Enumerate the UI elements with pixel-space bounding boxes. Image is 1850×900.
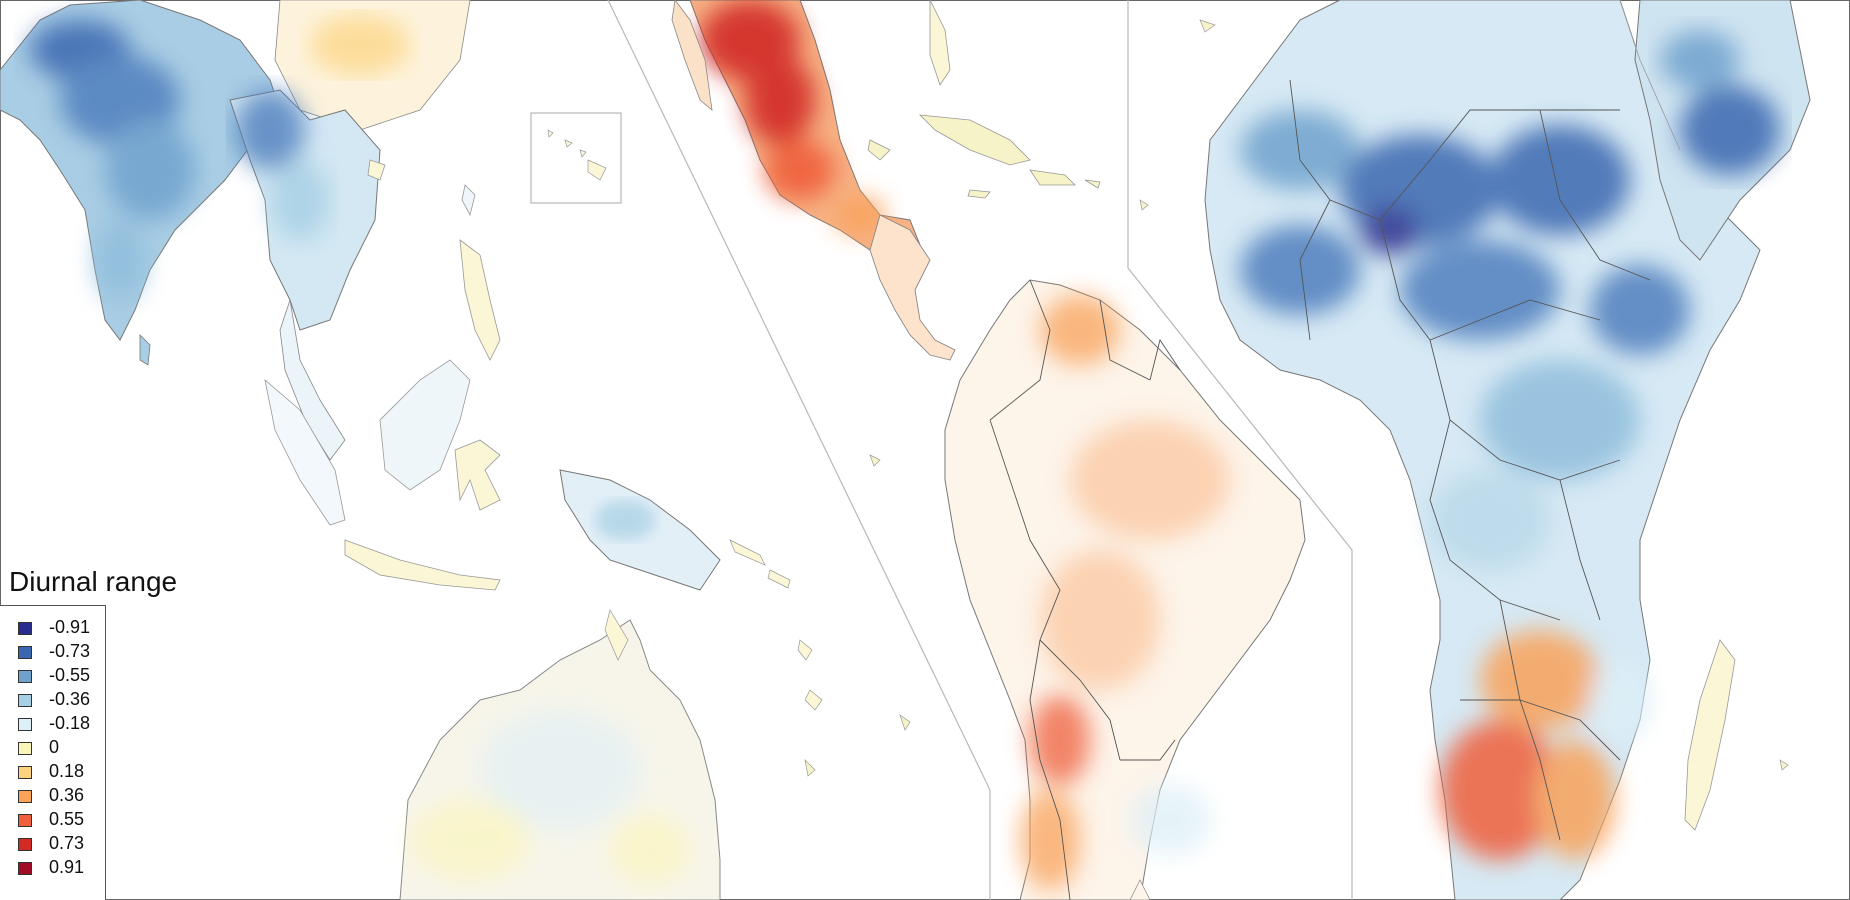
legend-label: 0.36 (49, 785, 85, 805)
legend-item: 0.55 (0, 808, 105, 832)
legend-swatch (18, 838, 32, 851)
legend: -0.91 -0.73 -0.55 -0.36 -0.18 0 0.18 0.3… (0, 605, 106, 900)
hawaii-islands (547, 129, 607, 181)
panel-asia-oceania (0, 0, 823, 900)
arabia-landmass (1634, 0, 1811, 261)
borneo (379, 359, 471, 491)
philippines (459, 239, 501, 361)
africa-borders (1289, 79, 1651, 841)
taiwan (461, 184, 476, 217)
legend-swatch (18, 646, 32, 659)
red-sea-separator (1619, 0, 1681, 151)
legend-item: 0.18 (0, 760, 105, 784)
panel-dividers (607, 0, 1353, 900)
legend-item: -0.73 (0, 640, 105, 664)
legend-item: -0.91 (0, 616, 105, 640)
legend-swatch (18, 862, 32, 875)
legend-swatch (18, 694, 32, 707)
panel-americas (671, 0, 1306, 900)
legend-label: -0.91 (49, 617, 91, 637)
legend-label: 0 (49, 737, 60, 757)
java (344, 539, 501, 591)
legend-label: -0.36 (49, 689, 91, 709)
panel-africa (1139, 0, 1811, 900)
hawaii-inset-frame (530, 112, 622, 204)
south-america-borders (989, 279, 1181, 900)
indochina-landmass (229, 89, 381, 461)
florida (929, 0, 951, 86)
legend-swatch (18, 814, 32, 827)
legend-item: -0.55 (0, 664, 105, 688)
africa-small-islands (1139, 19, 1789, 771)
australia (399, 609, 721, 900)
caribbean-islands (867, 114, 1101, 199)
legend-swatch (18, 790, 32, 803)
legend-item: 0.91 (0, 856, 105, 880)
legend-swatch (18, 718, 32, 731)
sumatra (264, 378, 346, 526)
legend-label: -0.18 (49, 713, 91, 733)
south-america-landmass (944, 279, 1306, 900)
legend-swatch (18, 670, 32, 683)
legend-item: 0 (0, 736, 105, 760)
central-america (869, 214, 956, 361)
mexico-landmass (671, 0, 921, 261)
madagascar (1684, 639, 1736, 831)
legend-label: -0.73 (49, 641, 91, 661)
legend-label: 0.55 (49, 809, 85, 829)
small-islands-americas (804, 454, 911, 777)
legend-item: 0.36 (0, 784, 105, 808)
solomon-islands (729, 539, 823, 711)
hainan (367, 159, 386, 181)
legend-item: -0.18 (0, 712, 105, 736)
africa-landmass (1204, 0, 1761, 900)
legend-item: 0.73 (0, 832, 105, 856)
india-landmass (0, 0, 281, 366)
legend-swatch (18, 766, 32, 779)
legend-label: 0.18 (49, 761, 85, 781)
legend-swatch (18, 742, 32, 755)
legend-label: 0.73 (49, 833, 85, 853)
legend-item: -0.36 (0, 688, 105, 712)
legend-title: Diurnal range (9, 566, 178, 597)
new-guinea (559, 469, 721, 591)
legend-label: -0.55 (49, 665, 91, 685)
legend-label: 0.91 (49, 857, 85, 877)
sulawesi (454, 439, 501, 511)
legend-swatch (18, 622, 32, 635)
